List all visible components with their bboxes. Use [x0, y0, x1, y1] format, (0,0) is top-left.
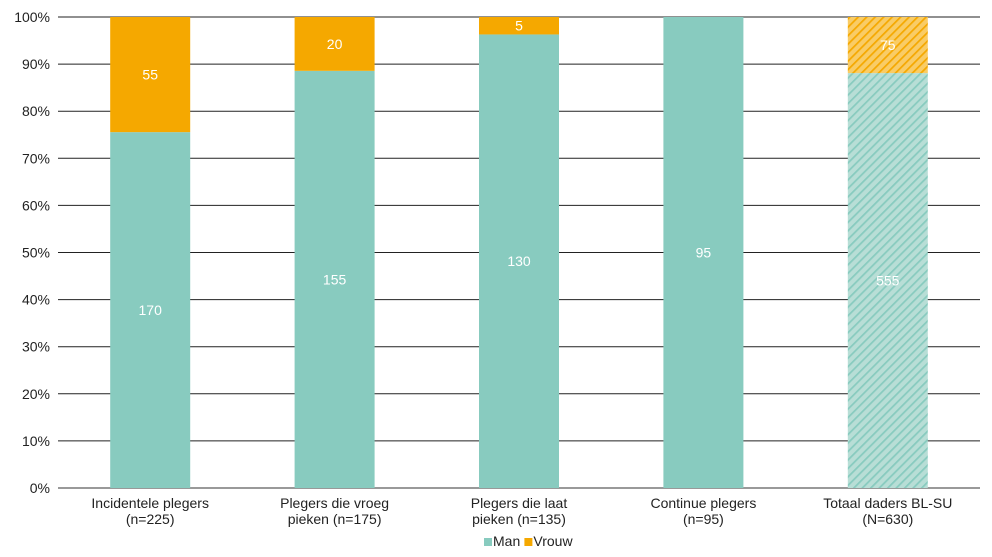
bars [110, 17, 928, 489]
data-label-man: 155 [323, 271, 347, 287]
bar-man [110, 132, 191, 488]
y-tick-label: 0% [30, 480, 50, 496]
x-axis: Incidentele plegers (n=225) Plegers die vr… [91, 495, 952, 527]
data-label-man: 555 [876, 273, 900, 289]
data-label-vrouw: 5 [515, 18, 523, 34]
bar-vrouw [479, 17, 559, 35]
y-tick-label: 80% [22, 103, 50, 119]
legend: Man Vrouw [484, 533, 573, 549]
legend-swatch [524, 538, 533, 546]
data-label-man: 130 [507, 253, 531, 269]
legend-label: Vrouw [533, 533, 573, 549]
data-label-vrouw: 55 [142, 67, 158, 83]
y-tick-label: 30% [22, 339, 50, 355]
y-tick-label: 50% [22, 245, 50, 261]
bar-man [847, 73, 928, 489]
y-tick-label: 20% [22, 386, 50, 402]
x-category-label: Totaal daders BL-SU (N=630) [823, 495, 952, 527]
bar-man [479, 34, 559, 488]
legend-label: Man [493, 533, 520, 549]
y-tick-label: 40% [22, 292, 50, 308]
bar-vrouw [847, 17, 928, 74]
y-tick-label: 100% [14, 9, 50, 25]
data-label-vrouw: 75 [880, 37, 896, 53]
y-tick-label: 90% [22, 56, 50, 72]
x-category-label: Plegers die vroeg pieken (n=175) [280, 495, 389, 527]
data-label-man: 170 [139, 302, 163, 318]
bar-man [294, 70, 375, 488]
y-tick-label: 10% [22, 433, 50, 449]
data-label-man: 95 [696, 245, 712, 261]
x-category-label: Continue plegers (n=95) [650, 495, 756, 527]
data-label-vrouw: 20 [327, 36, 343, 52]
legend-swatch [484, 538, 492, 546]
x-category-label: Plegers die laat pieken (n=135) [471, 495, 568, 527]
y-axis: 0% 10% 20% 30% 40% 50% 60% 70% 80% 90% 100% [14, 9, 50, 496]
x-category-label: Incidentele plegers (n=225) [91, 495, 209, 527]
bar-vrouw [294, 17, 375, 71]
bar-man [663, 17, 744, 488]
data-labels: 170 55 155 20 130 5 95 555 75 [139, 18, 900, 318]
y-tick-label: 70% [22, 150, 50, 166]
y-tick-label: 60% [22, 197, 50, 213]
bar-vrouw [110, 17, 191, 133]
